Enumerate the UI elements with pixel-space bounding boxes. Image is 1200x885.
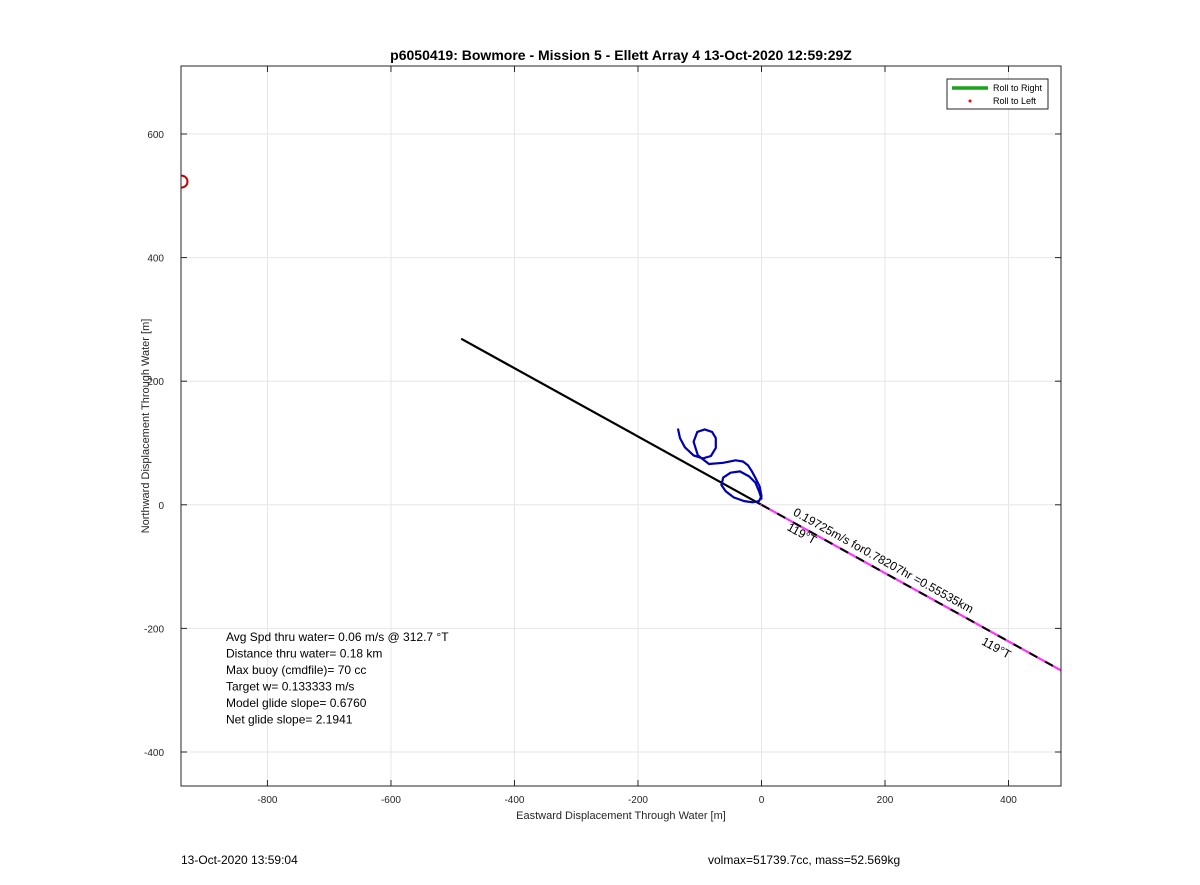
legend-label: Roll to Left (993, 96, 1037, 106)
x-tick-label: -200 (628, 795, 648, 806)
stats-line: Avg Spd thru water= 0.06 m/s @ 312.7 °T (226, 630, 449, 644)
y-tick-label: 200 (147, 377, 164, 388)
chart-title: p6050419: Bowmore - Mission 5 - Ellett A… (390, 47, 852, 63)
legend: Roll to Right Roll to Left (946, 78, 1049, 110)
stats-line: Model glide slope= 0.6760 (226, 696, 367, 710)
series-line-1 (676, 428, 763, 504)
series-line-3 (761, 503, 1061, 672)
y-tick-label: 600 (147, 130, 164, 141)
y-tick-label: 400 (147, 254, 164, 265)
x-axis-label: Eastward Displacement Through Water [m] (516, 810, 726, 822)
y-tick-label: -400 (144, 748, 164, 759)
x-tick-label: -800 (257, 795, 277, 806)
y-axis-label: Northward Displacement Through Water [m] (140, 319, 152, 534)
x-tick-label: 200 (877, 795, 894, 806)
legend-swatch-point (968, 99, 972, 103)
footer-timestamp: 13-Oct-2020 13:59:04 (181, 853, 298, 867)
grid (181, 66, 1061, 786)
annotation-label: 0.19725m/s for0.78207hr =0.55535km (791, 505, 976, 616)
stats-line: Max buoy (cmdfile)= 70 cc (226, 663, 366, 677)
x-tick-label: 400 (1000, 795, 1017, 806)
y-tick-label: 0 (158, 501, 164, 512)
stats-text-block: Avg Spd thru water= 0.06 m/s @ 312.7 °T D… (226, 630, 449, 727)
series-layer (181, 174, 1061, 672)
stats-line: Net glide slope= 2.1941 (226, 713, 353, 727)
x-tick-label: 0 (759, 795, 765, 806)
axes-frame (180, 65, 1062, 787)
stats-line: Distance thru water= 0.18 km (226, 647, 382, 661)
legend-label: Roll to Right (993, 83, 1043, 93)
y-tick-label: -200 (144, 624, 164, 635)
series-line-0 (460, 338, 763, 506)
legend-box (946, 78, 1049, 110)
footer-volmax-mass: volmax=51739.7cc, mass=52.569kg (708, 853, 901, 867)
ticks: -800 -600 -400 -200 0 200 400 -400 -200 0 200 400 60… (144, 66, 1061, 806)
x-tick-label: -600 (381, 795, 401, 806)
annotation-layer: 0.19725m/s for0.78207hr =0.55535km119°T1… (785, 505, 1014, 662)
x-tick-label: -400 (504, 795, 524, 806)
stats-line: Target w= 0.133333 m/s (226, 680, 354, 694)
